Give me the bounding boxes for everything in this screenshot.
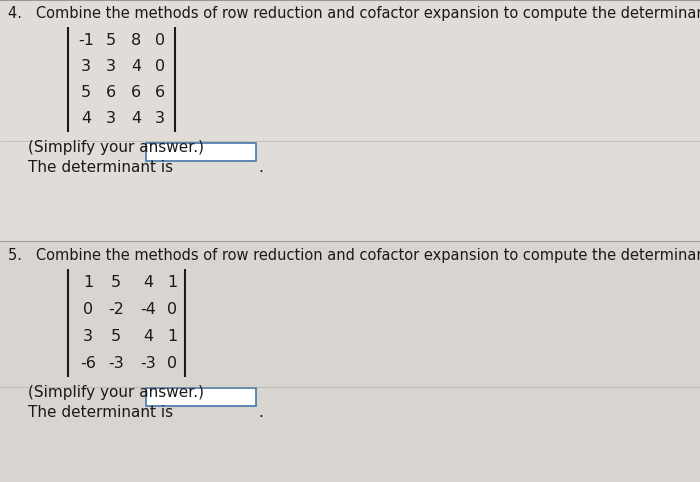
Text: 5: 5: [111, 329, 121, 344]
Text: (Simplify your answer.): (Simplify your answer.): [28, 140, 204, 155]
Text: -3: -3: [140, 356, 156, 371]
Text: -2: -2: [108, 302, 124, 317]
Text: .: .: [258, 405, 263, 420]
Text: 0: 0: [167, 302, 177, 317]
FancyBboxPatch shape: [146, 388, 256, 406]
Text: The determinant is: The determinant is: [28, 405, 173, 420]
Text: 3: 3: [106, 59, 116, 74]
Text: -6: -6: [80, 356, 96, 371]
Text: 5: 5: [111, 275, 121, 290]
Text: 0: 0: [167, 356, 177, 371]
Text: 4: 4: [81, 111, 91, 126]
Text: 3: 3: [106, 111, 116, 126]
Text: 4: 4: [131, 111, 141, 126]
Text: 5: 5: [81, 85, 91, 100]
Text: 4: 4: [143, 329, 153, 344]
Text: 1: 1: [83, 275, 93, 290]
Text: 4: 4: [143, 275, 153, 290]
Text: 3: 3: [155, 111, 165, 126]
FancyBboxPatch shape: [146, 143, 256, 161]
Text: 3: 3: [83, 329, 93, 344]
Text: 6: 6: [155, 85, 165, 100]
Bar: [0, 0, 700, 241]
Text: 5.   Combine the methods of row reduction and cofactor expansion to compute the : 5. Combine the methods of row reduction …: [8, 248, 700, 263]
Text: 1: 1: [167, 275, 177, 290]
Text: 0: 0: [155, 59, 165, 74]
Text: -1: -1: [78, 33, 94, 48]
Text: 8: 8: [131, 33, 141, 48]
Text: The determinant is: The determinant is: [28, 160, 173, 175]
Text: 0: 0: [155, 33, 165, 48]
Text: .: .: [258, 160, 263, 175]
Text: -3: -3: [108, 356, 124, 371]
Text: (Simplify your answer.): (Simplify your answer.): [28, 385, 204, 400]
Text: 3: 3: [81, 59, 91, 74]
Text: 6: 6: [106, 85, 116, 100]
Text: 6: 6: [131, 85, 141, 100]
Text: 0: 0: [83, 302, 93, 317]
Text: 4: 4: [131, 59, 141, 74]
Text: -4: -4: [140, 302, 156, 317]
Text: 5: 5: [106, 33, 116, 48]
Text: 1: 1: [167, 329, 177, 344]
Text: 4.   Combine the methods of row reduction and cofactor expansion to compute the : 4. Combine the methods of row reduction …: [8, 6, 700, 21]
Bar: [0, 241, 700, 482]
